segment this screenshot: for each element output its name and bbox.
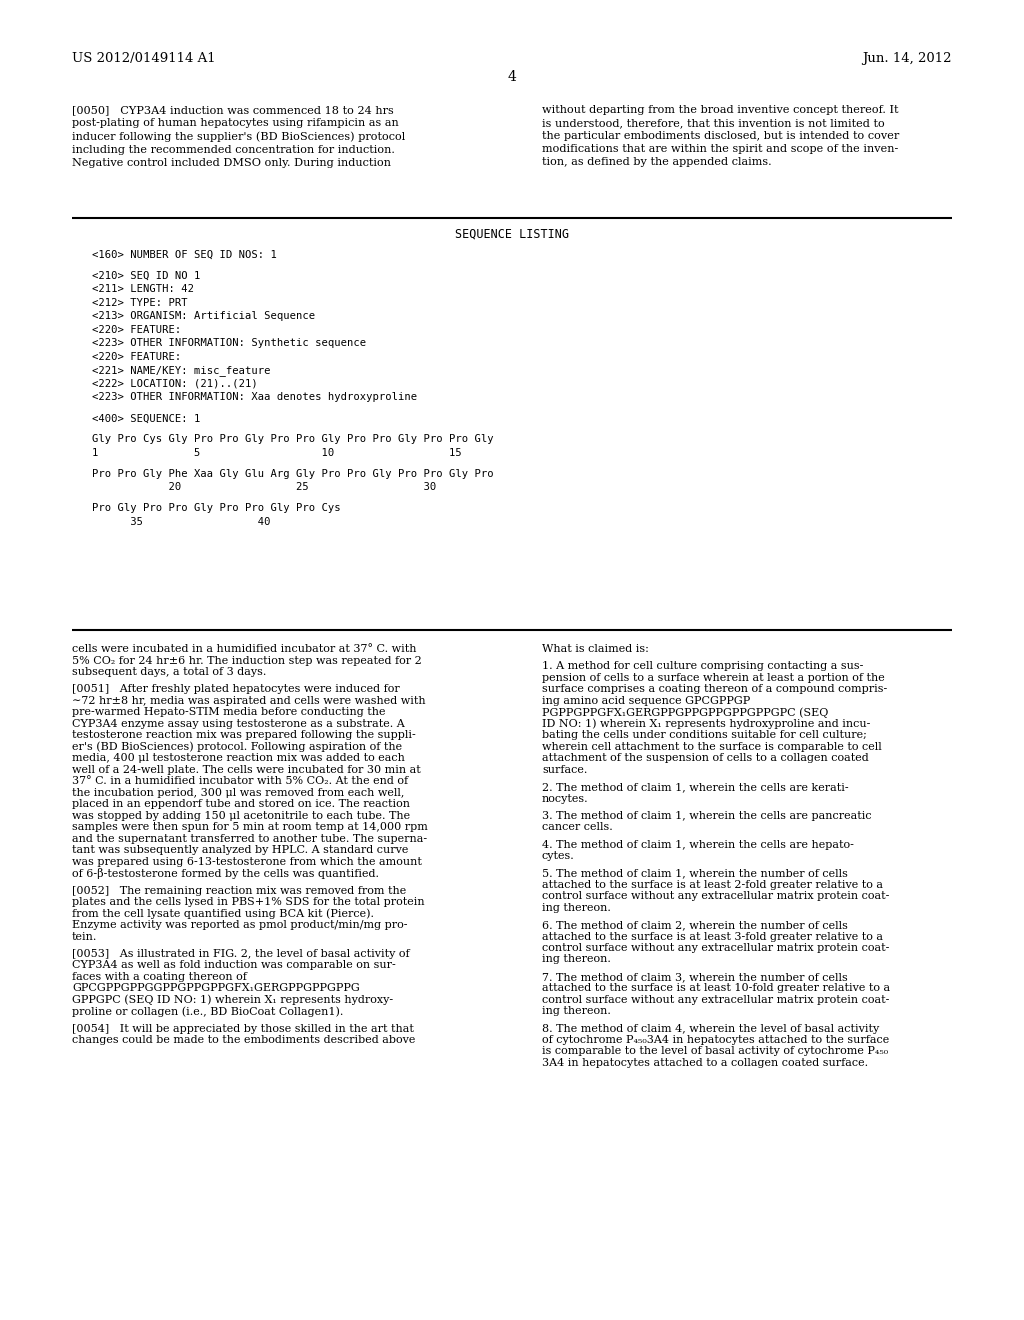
Text: ID NO: 1) wherein X₁ represents hydroxyproline and incu-: ID NO: 1) wherein X₁ represents hydroxyp… [542,719,870,730]
Text: attachment of the suspension of cells to a collagen coated: attachment of the suspension of cells to… [542,754,868,763]
Text: 4. The method of claim 1, wherein the cells are hepato-: 4. The method of claim 1, wherein the ce… [542,840,854,850]
Text: attached to the surface is at least 2-fold greater relative to a: attached to the surface is at least 2-fo… [542,879,883,890]
Text: ing thereon.: ing thereon. [542,903,611,912]
Text: <223> OTHER INFORMATION: Xaa denotes hydroxyproline: <223> OTHER INFORMATION: Xaa denotes hyd… [92,392,417,403]
Text: the incubation period, 300 μl was removed from each well,: the incubation period, 300 μl was remove… [72,788,404,797]
Text: 35                  40: 35 40 [92,516,270,527]
Text: er's (BD BioSciences) protocol. Following aspiration of the: er's (BD BioSciences) protocol. Followin… [72,742,402,752]
Text: <160> NUMBER OF SEQ ID NOS: 1: <160> NUMBER OF SEQ ID NOS: 1 [92,249,276,260]
Text: attached to the surface is at least 3-fold greater relative to a: attached to the surface is at least 3-fo… [542,932,883,941]
Text: attached to the surface is at least 10-fold greater relative to a: attached to the surface is at least 10-f… [542,983,890,993]
Text: from the cell lysate quantified using BCA kit (Pierce).: from the cell lysate quantified using BC… [72,908,374,919]
Text: Pro Gly Pro Pro Gly Pro Pro Gly Pro Cys: Pro Gly Pro Pro Gly Pro Pro Gly Pro Cys [92,503,341,513]
Text: cells were incubated in a humidified incubator at 37° C. with: cells were incubated in a humidified inc… [72,644,417,653]
Text: plates and the cells lysed in PBS+1% SDS for the total protein: plates and the cells lysed in PBS+1% SDS… [72,898,425,907]
Text: 7. The method of claim 3, wherein the number of cells: 7. The method of claim 3, wherein the nu… [542,972,848,982]
Text: 1               5                   10                  15: 1 5 10 15 [92,447,462,458]
Text: What is claimed is:: What is claimed is: [542,644,649,653]
Text: US 2012/0149114 A1: US 2012/0149114 A1 [72,51,216,65]
Text: <222> LOCATION: (21)..(21): <222> LOCATION: (21)..(21) [92,379,258,389]
Text: CYP3A4 enzyme assay using testosterone as a substrate. A: CYP3A4 enzyme assay using testosterone a… [72,719,404,729]
Text: pension of cells to a surface wherein at least a portion of the: pension of cells to a surface wherein at… [542,673,885,682]
Text: 1. A method for cell culture comprising contacting a sus-: 1. A method for cell culture comprising … [542,661,863,672]
Text: subsequent days, a total of 3 days.: subsequent days, a total of 3 days. [72,667,266,677]
Text: 8. The method of claim 4, wherein the level of basal activity: 8. The method of claim 4, wherein the le… [542,1023,880,1034]
Text: tein.: tein. [72,932,97,941]
Text: PGPPGPPGFX₁GERGPPGPPGPPGPPGPPGPC (SEQ: PGPPGPPGFX₁GERGPPGPPGPPGPPGPPGPC (SEQ [542,708,828,718]
Text: is comparable to the level of basal activity of cytochrome P₄₅₀: is comparable to the level of basal acti… [542,1047,888,1056]
Text: was stopped by adding 150 μl acetonitrile to each tube. The: was stopped by adding 150 μl acetonitril… [72,810,411,821]
Text: [0050]   CYP3A4 induction was commenced 18 to 24 hrs
post-plating of human hepat: [0050] CYP3A4 induction was commenced 18… [72,106,406,168]
Text: cytes.: cytes. [542,851,574,861]
Text: <400> SEQUENCE: 1: <400> SEQUENCE: 1 [92,413,201,424]
Text: 3A4 in hepatocytes attached to a collagen coated surface.: 3A4 in hepatocytes attached to a collage… [542,1059,868,1068]
Text: [0052]   The remaining reaction mix was removed from the: [0052] The remaining reaction mix was re… [72,886,407,895]
Text: SEQUENCE LISTING: SEQUENCE LISTING [455,228,569,242]
Text: <221> NAME/KEY: misc_feature: <221> NAME/KEY: misc_feature [92,366,270,376]
Text: and the supernatant transferred to another tube. The superna-: and the supernatant transferred to anoth… [72,834,427,843]
Text: nocytes.: nocytes. [542,793,589,804]
Text: <220> FEATURE:: <220> FEATURE: [92,352,181,362]
Text: was prepared using 6-13-testosterone from which the amount: was prepared using 6-13-testosterone fro… [72,857,422,867]
Text: media, 400 μl testosterone reaction mix was added to each: media, 400 μl testosterone reaction mix … [72,754,404,763]
Text: GPCGPPGPPGGPPGPPGPPGFX₁GERGPPGPPGPPG: GPCGPPGPPGGPPGPPGPPGFX₁GERGPPGPPGPPG [72,983,359,993]
Text: 6. The method of claim 2, wherein the number of cells: 6. The method of claim 2, wherein the nu… [542,920,848,931]
Text: Pro Pro Gly Phe Xaa Gly Glu Arg Gly Pro Pro Gly Pro Pro Gly Pro: Pro Pro Gly Phe Xaa Gly Glu Arg Gly Pro … [92,469,494,479]
Text: [0054]   It will be appreciated by those skilled in the art that: [0054] It will be appreciated by those s… [72,1023,414,1034]
Text: placed in an eppendorf tube and stored on ice. The reaction: placed in an eppendorf tube and stored o… [72,799,410,809]
Text: 37° C. in a humidified incubator with 5% CO₂. At the end of: 37° C. in a humidified incubator with 5%… [72,776,409,787]
Text: surface comprises a coating thereon of a compound compris-: surface comprises a coating thereon of a… [542,684,887,694]
Text: ing thereon.: ing thereon. [542,954,611,965]
Text: [0053]   As illustrated in FIG. 2, the level of basal activity of: [0053] As illustrated in FIG. 2, the lev… [72,949,410,958]
Text: ∼72 hr±8 hr, media was aspirated and cells were washed with: ∼72 hr±8 hr, media was aspirated and cel… [72,696,426,706]
Text: 3. The method of claim 1, wherein the cells are pancreatic: 3. The method of claim 1, wherein the ce… [542,810,871,821]
Text: 20                  25                  30: 20 25 30 [92,482,436,492]
Text: 4: 4 [508,70,516,84]
Text: bating the cells under conditions suitable for cell culture;: bating the cells under conditions suitab… [542,730,867,741]
Text: <211> LENGTH: 42: <211> LENGTH: 42 [92,284,194,294]
Text: 2. The method of claim 1, wherein the cells are kerati-: 2. The method of claim 1, wherein the ce… [542,781,849,792]
Text: of 6-β-testosterone formed by the cells was quantified.: of 6-β-testosterone formed by the cells … [72,869,379,879]
Text: 5% CO₂ for 24 hr±6 hr. The induction step was repeated for 2: 5% CO₂ for 24 hr±6 hr. The induction ste… [72,656,422,665]
Text: control surface without any extracellular matrix protein coat-: control surface without any extracellula… [542,995,890,1005]
Text: tant was subsequently analyzed by HPLC. A standard curve: tant was subsequently analyzed by HPLC. … [72,845,409,855]
Text: pre-warmed Hepato-STIM media before conducting the: pre-warmed Hepato-STIM media before cond… [72,708,385,717]
Text: <212> TYPE: PRT: <212> TYPE: PRT [92,298,187,308]
Text: <210> SEQ ID NO 1: <210> SEQ ID NO 1 [92,271,201,281]
Text: without departing from the broad inventive concept thereof. It
is understood, th: without departing from the broad inventi… [542,106,899,168]
Text: Jun. 14, 2012: Jun. 14, 2012 [862,51,952,65]
Text: <223> OTHER INFORMATION: Synthetic sequence: <223> OTHER INFORMATION: Synthetic seque… [92,338,367,348]
Text: [0051]   After freshly plated hepatocytes were induced for: [0051] After freshly plated hepatocytes … [72,684,399,694]
Text: samples were then spun for 5 min at room temp at 14,000 rpm: samples were then spun for 5 min at room… [72,822,428,832]
Text: 5. The method of claim 1, wherein the number of cells: 5. The method of claim 1, wherein the nu… [542,869,848,878]
Text: <220> FEATURE:: <220> FEATURE: [92,325,181,335]
Text: CYP3A4 as well as fold induction was comparable on sur-: CYP3A4 as well as fold induction was com… [72,960,395,970]
Text: Enzyme activity was reported as pmol product/min/mg pro-: Enzyme activity was reported as pmol pro… [72,920,408,931]
Text: proline or collagen (i.e., BD BioCoat Collagen1).: proline or collagen (i.e., BD BioCoat Co… [72,1006,343,1016]
Text: testosterone reaction mix was prepared following the suppli-: testosterone reaction mix was prepared f… [72,730,416,741]
Text: Gly Pro Cys Gly Pro Pro Gly Pro Pro Gly Pro Pro Gly Pro Pro Gly: Gly Pro Cys Gly Pro Pro Gly Pro Pro Gly … [92,434,494,445]
Text: well of a 24-well plate. The cells were incubated for 30 min at: well of a 24-well plate. The cells were … [72,764,421,775]
Text: control surface without any extracellular matrix protein coat-: control surface without any extracellula… [542,942,890,953]
Text: surface.: surface. [542,764,588,775]
Text: changes could be made to the embodiments described above: changes could be made to the embodiments… [72,1035,416,1045]
Text: GPPGPC (SEQ ID NO: 1) wherein X₁ represents hydroxy-: GPPGPC (SEQ ID NO: 1) wherein X₁ represe… [72,995,393,1006]
Text: ing amino acid sequence GPCGPPGP: ing amino acid sequence GPCGPPGP [542,696,751,706]
Text: control surface without any extracellular matrix protein coat-: control surface without any extracellula… [542,891,890,902]
Text: wherein cell attachment to the surface is comparable to cell: wherein cell attachment to the surface i… [542,742,882,752]
Text: faces with a coating thereon of: faces with a coating thereon of [72,972,247,982]
Text: <213> ORGANISM: Artificial Sequence: <213> ORGANISM: Artificial Sequence [92,312,315,322]
Text: cancer cells.: cancer cells. [542,822,612,832]
Text: ing thereon.: ing thereon. [542,1006,611,1016]
Text: of cytochrome P₄₅₀3A4 in hepatocytes attached to the surface: of cytochrome P₄₅₀3A4 in hepatocytes att… [542,1035,889,1045]
